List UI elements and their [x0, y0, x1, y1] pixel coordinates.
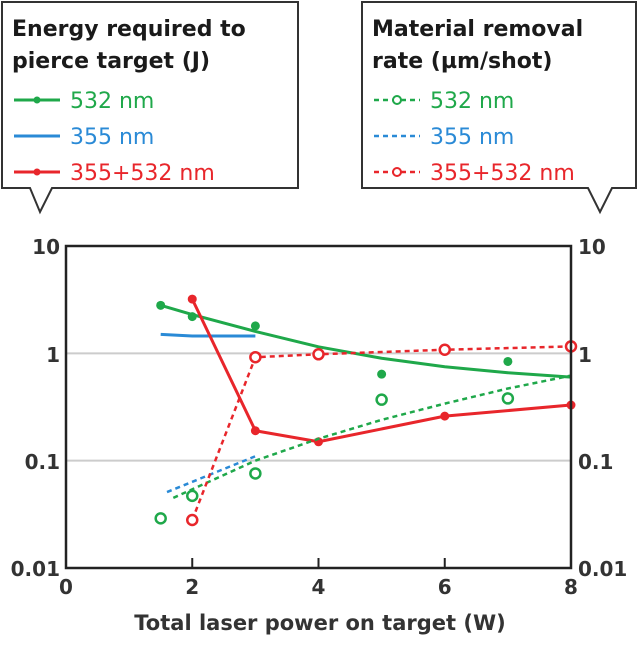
x-tick-label: 8: [564, 575, 578, 599]
y-axis-right: 10 1 0.1 0.01: [578, 235, 627, 581]
x-tick-label: 0: [59, 575, 73, 599]
data-point: [438, 343, 451, 356]
legend-removal-532: 532 nm: [430, 89, 514, 114]
series-removal-532-nm: [154, 374, 572, 525]
x-tick-label: 6: [438, 575, 452, 599]
data-point: [375, 393, 388, 406]
y-tick-left: 10: [32, 235, 60, 259]
legend-removal: Material removal rate (µm/shot) 532 nm 3…: [361, 1, 637, 215]
plot-frame: [64, 244, 573, 570]
y-tick-left: 0.01: [11, 557, 60, 581]
data-point: [501, 392, 515, 405]
data-point: [312, 348, 325, 361]
data-point: [377, 369, 387, 379]
y-tick-right: 0.1: [578, 450, 613, 474]
data-point: [440, 411, 450, 421]
data-point: [250, 321, 260, 331]
data-point: [187, 312, 197, 322]
x-tick-label: 2: [185, 575, 199, 599]
x-tick-label: 4: [312, 575, 326, 599]
legend-energy: Energy required to pierce target (J) 532…: [1, 1, 299, 215]
y-tick-right: 10: [578, 235, 606, 259]
series-line: [172, 374, 572, 500]
x-axis-label: Total laser power on target (W): [134, 611, 505, 635]
data-point: [250, 426, 260, 436]
series-energy-355-nm: [160, 332, 256, 338]
y-axis-left: 10 1 0.1 0.01: [11, 235, 60, 581]
legend-removal-title-2: rate (µm/shot): [372, 49, 552, 74]
legend-removal-title-1: Material removal: [372, 17, 583, 42]
data-point: [154, 512, 167, 525]
y-tick-right: 1: [578, 343, 592, 367]
series-energy-532-nm: [156, 300, 572, 379]
data-point: [249, 350, 262, 364]
series-line: [160, 303, 572, 379]
data-point: [156, 300, 166, 310]
data-point: [249, 467, 262, 480]
y-tick-left: 0.1: [25, 450, 60, 474]
series-removal-355-532-nm: [186, 340, 578, 527]
y-tick-left: 1: [46, 343, 60, 367]
legend-removal-355: 355 nm: [430, 125, 514, 150]
data-point: [186, 513, 199, 527]
legend-energy-title-2: pierce target (J): [12, 49, 210, 74]
legend-energy-355-532: 355+532 nm: [70, 161, 215, 186]
series-layer: [154, 294, 578, 527]
legend-energy-532: 532 nm: [70, 89, 154, 114]
data-point: [503, 356, 513, 366]
x-axis: 0 2 4 6 8: [59, 558, 578, 599]
legend-energy-title-1: Energy required to: [12, 17, 246, 42]
y-tick-right: 0.01: [578, 557, 627, 581]
data-point: [187, 294, 197, 304]
legend-removal-355-532: 355+532 nm: [430, 161, 575, 186]
series-line: [160, 332, 256, 338]
data-point: [186, 489, 199, 503]
legend-energy-355: 355 nm: [70, 125, 154, 150]
